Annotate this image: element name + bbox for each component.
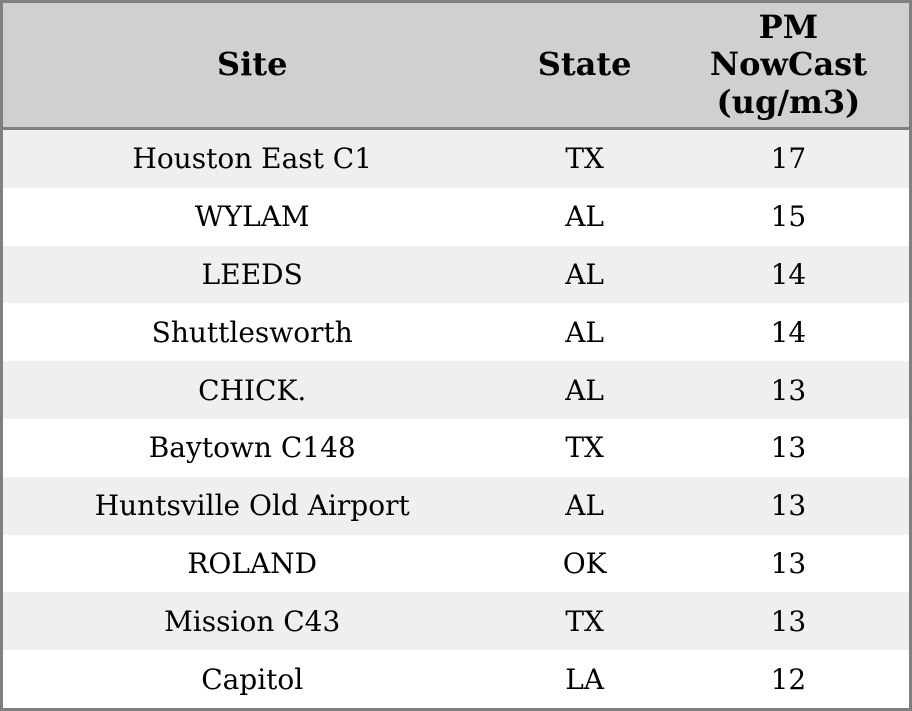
table-row: ROLAND OK 13 [1,534,911,593]
cell-state: AL [501,476,668,535]
table-body: Houston East C1 TX 17 WYLAM AL 15 LEEDS AL 14 Shu… [1,128,911,710]
cell-pm-nowcast: 14 [667,303,911,362]
column-header-site: Site [1,1,502,130]
table-row: Mission C43 TX 13 [1,592,911,651]
cell-pm-nowcast: 13 [667,534,911,593]
cell-site: Mission C43 [1,592,502,651]
cell-site: LEEDS [1,245,502,304]
cell-state: TX [501,128,668,188]
table-row: Houston East C1 TX 17 [1,128,911,188]
cell-state: TX [501,418,668,477]
cell-pm-nowcast: 12 [667,650,911,710]
cell-pm-nowcast: 13 [667,418,911,477]
cell-state: LA [501,650,668,710]
cell-pm-nowcast: 13 [667,476,911,535]
cell-site: Shuttlesworth [1,303,502,362]
header-row: Site State PM NowCast (ug/m3) [1,1,911,130]
table-row: Shuttlesworth AL 14 [1,303,911,362]
table-row: LEEDS AL 14 [1,245,911,304]
cell-site: ROLAND [1,534,502,593]
column-header-state: State [501,1,668,130]
cell-site: CHICK. [1,361,502,419]
table-row: Capitol LA 12 [1,650,911,710]
table-row: CHICK. AL 13 [1,361,911,419]
cell-pm-nowcast: 13 [667,592,911,651]
cell-state: AL [501,361,668,419]
cell-state: AL [501,187,668,246]
cell-site: Capitol [1,650,502,710]
table-row: Huntsville Old Airport AL 13 [1,476,911,535]
column-header-pm-nowcast: PM NowCast (ug/m3) [667,1,911,130]
cell-pm-nowcast: 14 [667,245,911,304]
cell-state: AL [501,245,668,304]
table-header: Site State PM NowCast (ug/m3) [1,1,911,130]
table-row: WYLAM AL 15 [1,187,911,246]
cell-state: AL [501,303,668,362]
cell-site: WYLAM [1,187,502,246]
cell-state: TX [501,592,668,651]
cell-site: Houston East C1 [1,128,502,188]
cell-site: Huntsville Old Airport [1,476,502,535]
cell-state: OK [501,534,668,593]
cell-pm-nowcast: 17 [667,128,911,188]
table-row: Baytown C148 TX 13 [1,418,911,477]
cell-pm-nowcast: 13 [667,361,911,419]
cell-pm-nowcast: 15 [667,187,911,246]
cell-site: Baytown C148 [1,418,502,477]
